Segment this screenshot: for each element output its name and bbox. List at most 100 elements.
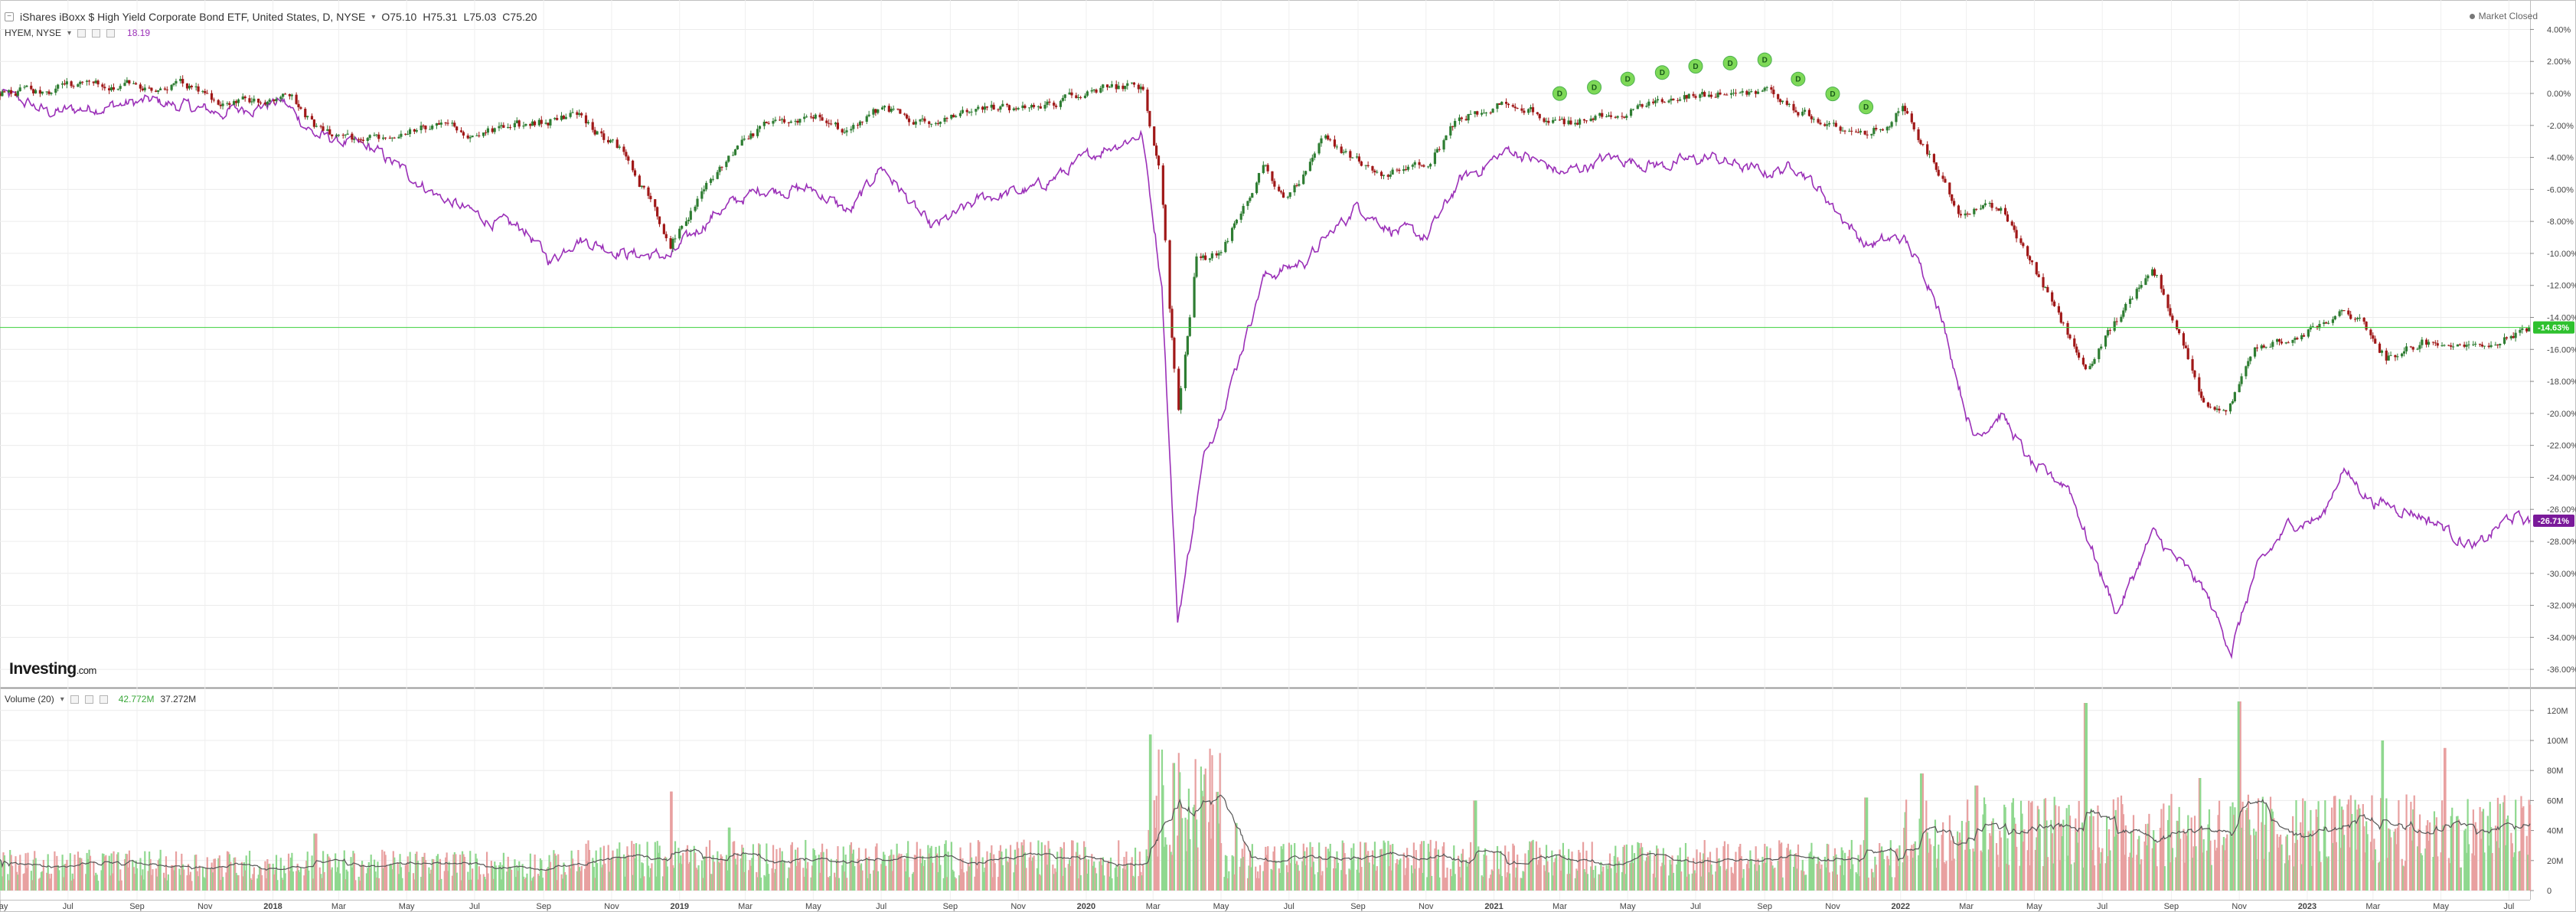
candle-body bbox=[615, 139, 619, 149]
volume-bar bbox=[911, 874, 914, 891]
candle-body bbox=[2206, 402, 2210, 407]
volume-bar bbox=[788, 867, 790, 891]
volume-bar bbox=[1431, 875, 1433, 891]
volume-bar bbox=[1615, 872, 1618, 891]
settings-icon[interactable] bbox=[77, 28, 87, 38]
candle-body bbox=[2182, 333, 2185, 346]
candle-body bbox=[1703, 92, 1706, 97]
volume-bar bbox=[299, 871, 301, 891]
candle-body bbox=[1435, 149, 1438, 153]
volume-bar bbox=[1481, 875, 1483, 891]
volume-bar bbox=[2256, 859, 2258, 891]
candle-body bbox=[319, 126, 322, 127]
candle-body bbox=[221, 103, 224, 106]
hide-icon[interactable] bbox=[84, 695, 93, 704]
volume-bar bbox=[433, 859, 435, 891]
volume-bar bbox=[1454, 874, 1456, 891]
candle-body bbox=[537, 119, 540, 126]
candle-body bbox=[1266, 165, 1269, 172]
volume-bar bbox=[256, 878, 259, 891]
candle-body bbox=[1262, 165, 1265, 173]
candle-body bbox=[1449, 126, 1452, 136]
chevron-down-icon[interactable]: ▾ bbox=[371, 12, 376, 21]
candle-body bbox=[912, 122, 915, 125]
volume-bar bbox=[1021, 845, 1024, 891]
volume-bar bbox=[2261, 796, 2264, 891]
volume-bar bbox=[1483, 854, 1485, 891]
candle-body bbox=[279, 96, 282, 100]
volume-bar bbox=[2342, 809, 2344, 891]
volume-bar bbox=[1013, 872, 1015, 891]
volume-bar bbox=[1694, 873, 1697, 891]
volume-bar bbox=[240, 861, 243, 891]
candle-body bbox=[2372, 335, 2375, 339]
candle-body bbox=[250, 101, 253, 103]
volume-bar bbox=[77, 852, 80, 891]
close-icon[interactable] bbox=[106, 28, 116, 38]
x-tick-label: Mar bbox=[1552, 902, 1567, 911]
volume-bar bbox=[2222, 845, 2224, 891]
candle-body bbox=[1638, 104, 1641, 106]
y-tick-label: -16.00% bbox=[2547, 345, 2576, 355]
candle-body bbox=[1210, 253, 1213, 259]
volume-bar bbox=[2013, 817, 2016, 891]
volume-bar bbox=[2294, 842, 2297, 891]
candle-body bbox=[850, 129, 853, 131]
volume-bar bbox=[2349, 847, 2351, 891]
volume-bar bbox=[1445, 878, 1448, 891]
candle-body bbox=[1761, 90, 1764, 92]
volume-bar bbox=[726, 870, 729, 891]
volume-bar bbox=[1586, 874, 1589, 891]
volume-bar bbox=[1134, 847, 1137, 891]
volume-bar bbox=[205, 868, 207, 891]
volume-bar bbox=[1813, 855, 1815, 891]
volume-bar bbox=[1398, 860, 1401, 891]
volume-bar bbox=[2440, 852, 2442, 891]
volume-bar bbox=[298, 870, 300, 891]
volume-bar bbox=[187, 864, 190, 891]
volume-bar bbox=[893, 855, 895, 891]
volume-bar bbox=[1699, 852, 1701, 891]
volume-bar bbox=[989, 852, 991, 891]
volume-bar bbox=[725, 855, 728, 891]
candle-body bbox=[1255, 182, 1259, 194]
volume-bar bbox=[2136, 855, 2138, 891]
settings-icon[interactable] bbox=[70, 695, 79, 704]
volume-bar bbox=[344, 879, 347, 891]
volume-bar bbox=[1973, 852, 1976, 891]
volume-bar bbox=[336, 867, 339, 891]
volume-bar bbox=[984, 861, 988, 891]
dividend-marker bbox=[1757, 52, 1772, 67]
candle-body bbox=[1077, 97, 1080, 99]
volume-bar bbox=[1835, 854, 1837, 891]
volume-bar bbox=[330, 869, 332, 891]
candle-body bbox=[1257, 172, 1261, 183]
volume-bar bbox=[469, 851, 472, 891]
volume-bar bbox=[1350, 848, 1353, 891]
volume-bar bbox=[1539, 848, 1541, 891]
volume-bar bbox=[306, 852, 309, 891]
close-icon[interactable] bbox=[99, 695, 108, 704]
chevron-down-icon[interactable]: ▾ bbox=[67, 28, 72, 38]
volume-bar bbox=[1514, 877, 1517, 891]
volume-bar bbox=[1535, 841, 1538, 891]
volume-bar bbox=[1934, 819, 1937, 891]
volume-bar bbox=[134, 874, 136, 891]
volume-bar bbox=[1193, 804, 1196, 891]
candle-body bbox=[2122, 310, 2125, 317]
volume-bar bbox=[2302, 798, 2304, 891]
chevron-down-icon[interactable]: ▾ bbox=[60, 695, 64, 704]
candle-body bbox=[1714, 96, 1717, 98]
hide-icon[interactable] bbox=[92, 28, 101, 38]
volume-bar bbox=[1327, 848, 1329, 891]
collapse-icon[interactable]: − bbox=[5, 12, 14, 21]
volume-bar bbox=[1014, 849, 1016, 891]
volume-bar bbox=[592, 858, 594, 891]
volume-bar bbox=[2044, 798, 2047, 891]
volume-bar bbox=[744, 852, 746, 891]
volume-bar bbox=[1633, 853, 1636, 891]
volume-bar bbox=[923, 859, 926, 891]
volume-bar bbox=[2464, 829, 2467, 891]
candle-body bbox=[1286, 197, 1289, 198]
